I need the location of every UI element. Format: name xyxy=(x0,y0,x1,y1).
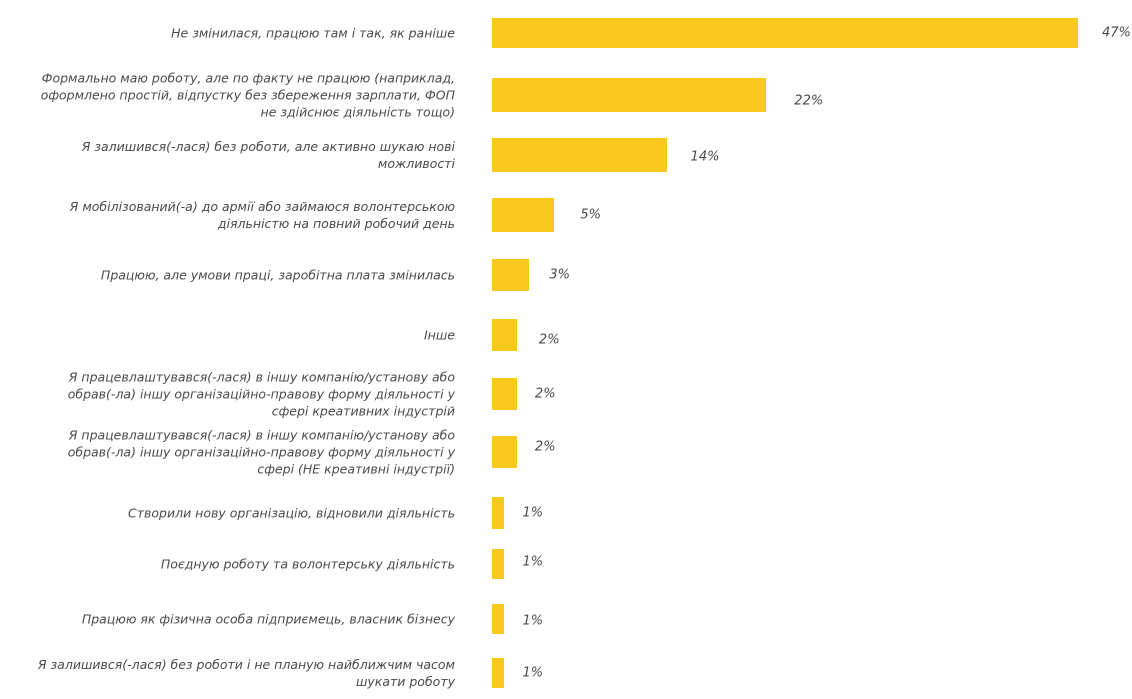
value-label: 22% xyxy=(794,93,824,109)
value-label: 5% xyxy=(580,207,601,223)
bar xyxy=(492,78,767,112)
bar xyxy=(492,319,517,351)
bar xyxy=(492,604,505,634)
bar xyxy=(492,497,505,529)
category-label: Інше xyxy=(424,327,455,343)
category-label: Не змінилася, працюю там і так, як раніш… xyxy=(171,25,455,41)
value-label: 2% xyxy=(534,386,556,402)
bar xyxy=(492,658,505,688)
category-label: Формально маю роботу, але по факту не пр… xyxy=(40,70,455,120)
bar xyxy=(492,259,530,291)
category-label: Я працевлаштувався(-лася) в іншу компані… xyxy=(67,427,455,477)
value-label: 2% xyxy=(534,439,556,455)
category-label: Працюю як фізична особа підприємець, вла… xyxy=(81,611,455,627)
category-label: Створили нову організацію, відновили дія… xyxy=(128,505,455,521)
value-label: 1% xyxy=(522,554,544,570)
category-label: Поєдную роботу та волонтерську діяльніст… xyxy=(160,556,455,572)
value-label: 14% xyxy=(690,149,720,165)
category-label: Я мобілізований(-а) до армії або займаюс… xyxy=(69,199,455,231)
value-label: 3% xyxy=(549,267,571,283)
category-label: Я залишився(-лася) без роботи, але актив… xyxy=(81,139,455,171)
value-label: 2% xyxy=(538,332,560,348)
bar xyxy=(492,549,505,579)
bar xyxy=(492,18,1078,48)
bar xyxy=(492,138,667,172)
category-label: Я працевлаштувався(-лася) в іншу компані… xyxy=(67,369,455,419)
bar xyxy=(492,198,555,232)
category-label: Я залишився(-лася) без роботи і не плану… xyxy=(37,657,455,689)
value-label: 47% xyxy=(1102,25,1131,41)
value-label: 1% xyxy=(522,505,544,521)
category-label: Працюю, але умови праці, заробітна плата… xyxy=(100,267,455,283)
value-label: 1% xyxy=(522,613,544,629)
bar xyxy=(492,436,517,468)
bar xyxy=(492,378,517,410)
value-label: 1% xyxy=(522,665,544,681)
